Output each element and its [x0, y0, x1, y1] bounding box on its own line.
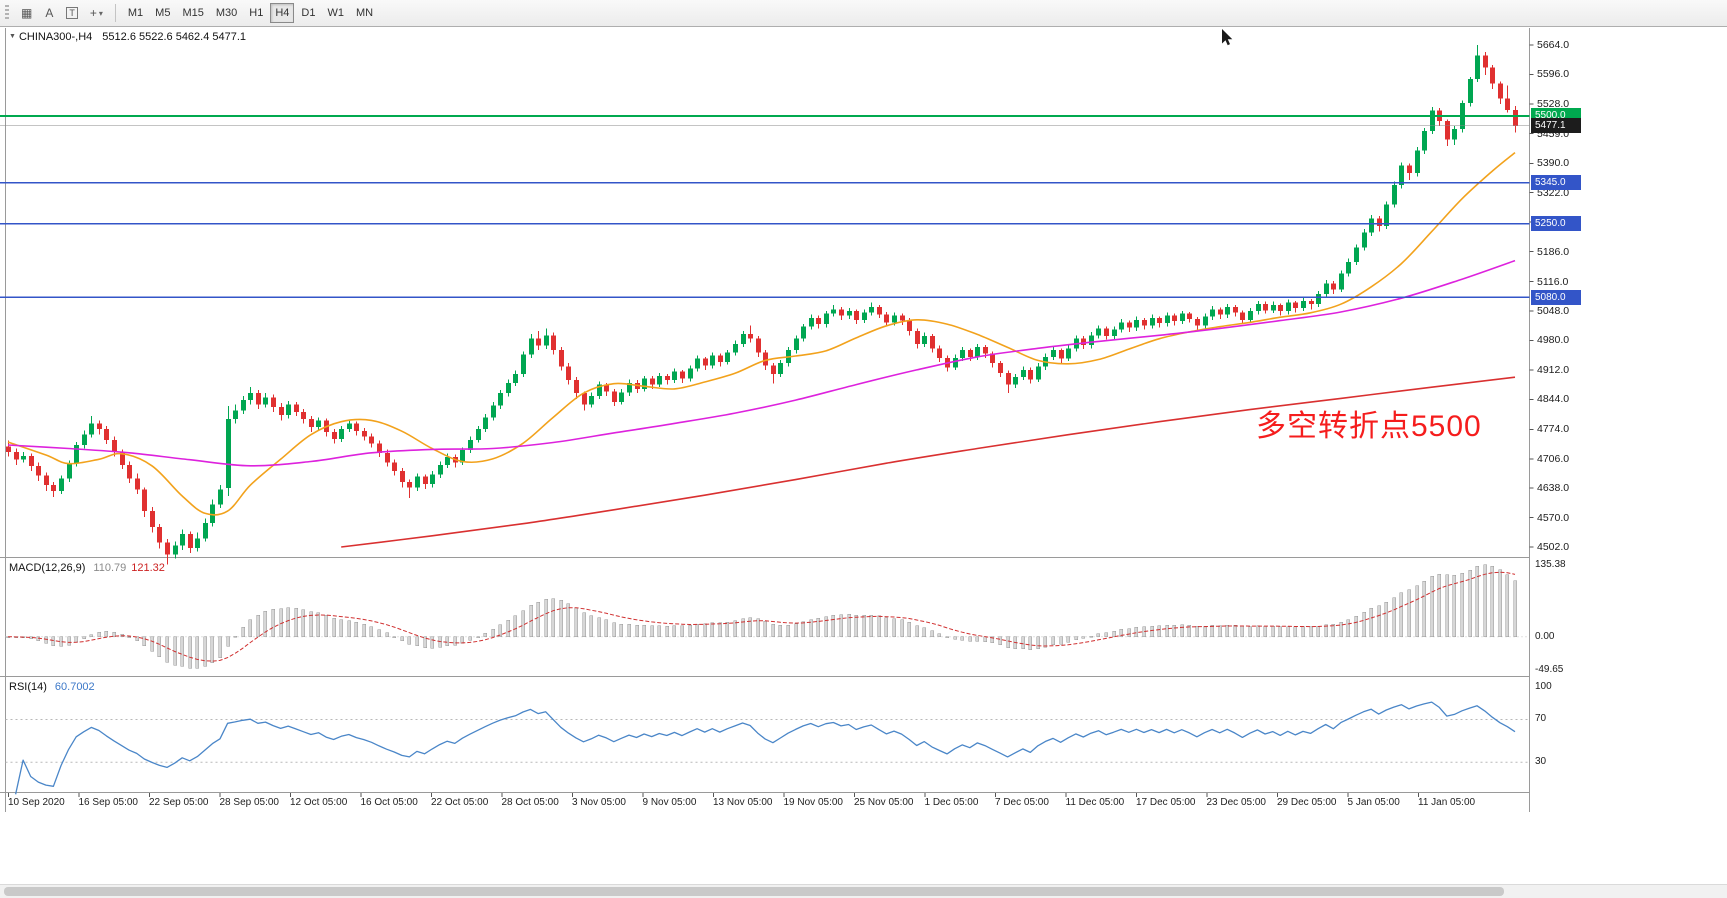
timeframe-d1-button[interactable]: D1: [296, 3, 320, 23]
toolbar-separator: [114, 4, 116, 22]
chevron-down-icon: ▾: [98, 8, 103, 18]
time-ticks: [8, 793, 1419, 797]
toolbar: ▦ A T + ▾ M1 M5 M15 M30 H1 H4 D1 W1 MN: [0, 0, 1727, 27]
ma-mid: [7, 259, 1516, 467]
macd-signal-line: [7, 571, 1516, 662]
text-label-icon: T: [66, 7, 78, 19]
text-tool-icon: A: [45, 6, 54, 20]
timeframe-m15-button[interactable]: M15: [177, 3, 208, 23]
timeframe-m30-button[interactable]: M30: [211, 3, 242, 23]
candles: [6, 45, 1518, 565]
axis-ticks: [1529, 44, 1534, 548]
ma-slow: [341, 376, 1516, 548]
ma-fast: [7, 151, 1516, 516]
pane-frame: [0, 28, 1530, 812]
horizontal-scrollbar[interactable]: [0, 884, 1727, 898]
moving-averages: [7, 151, 1516, 548]
toolbar-grip[interactable]: [5, 5, 9, 21]
chart-grid-icon: ▦: [21, 6, 33, 20]
horizontal-level-lines: [0, 114, 1530, 298]
timeframe-w1-button[interactable]: W1: [322, 3, 349, 23]
text-tool-button[interactable]: A: [39, 3, 59, 23]
scrollbar-thumb[interactable]: [4, 887, 1504, 896]
chart-grid-button[interactable]: ▦: [16, 3, 37, 23]
rsi-line: [14, 701, 1516, 795]
text-label-tool-button[interactable]: T: [61, 3, 83, 23]
timeframe-m1-button[interactable]: M1: [123, 3, 148, 23]
timeframe-m5-button[interactable]: M5: [150, 3, 175, 23]
timeframe-h1-button[interactable]: H1: [244, 3, 268, 23]
timeframe-h4-button[interactable]: H4: [270, 3, 295, 23]
crosshair-icon: +: [89, 6, 97, 20]
timeframe-mn-button[interactable]: MN: [351, 3, 378, 23]
mouse-cursor: [1222, 29, 1233, 46]
macd-histogram: [6, 564, 1517, 669]
crosshair-tool-button[interactable]: + ▾: [85, 3, 108, 23]
